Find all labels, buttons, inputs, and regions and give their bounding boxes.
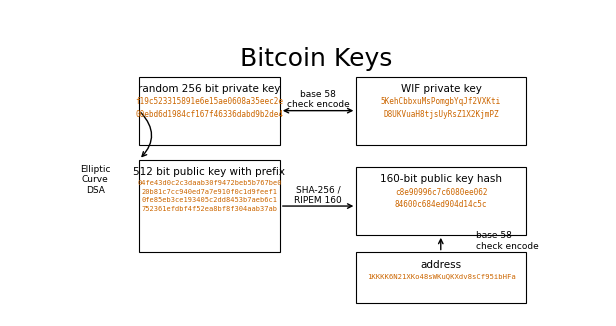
Text: random 256 bit private key: random 256 bit private key (138, 84, 281, 94)
Text: 5KehCbbxuMsPomgbYqJf2VXKti
D8UKVuaH8tjsUyRsZ1X2KjmPZ: 5KehCbbxuMsPomgbYqJf2VXKti D8UKVuaH8tjsU… (381, 97, 501, 119)
Text: f19c523315891e6e15ae0608a35eec2e
00ebd6d1984cf167f46336dabd9b2de4: f19c523315891e6e15ae0608a35eec2e 00ebd6d… (136, 97, 283, 119)
Text: 1KKKK6N21XKo48sWKuQKXdv8sCf95ibHFa: 1KKKK6N21XKo48sWKuQKXdv8sCf95ibHFa (367, 273, 516, 279)
Text: base 58
check encode: base 58 check encode (286, 90, 349, 110)
Text: c8e90996c7c6080ee062
84600c684ed904d14c5c: c8e90996c7c6080ee062 84600c684ed904d14c5… (395, 188, 487, 209)
Text: Elliptic
Curve
DSA: Elliptic Curve DSA (80, 165, 110, 195)
Text: 04fe43d0c2c3daab30f9472beb5b767be0
20b81c7cc940ed7a7e910f0c1d9feef1
0fe85eb3ce19: 04fe43d0c2c3daab30f9472beb5b767be0 20b81… (137, 180, 282, 212)
Text: 512 bit public key with prefix: 512 bit public key with prefix (134, 167, 285, 177)
FancyBboxPatch shape (139, 77, 280, 144)
Text: SHA-256 /
RIPEM 160: SHA-256 / RIPEM 160 (294, 185, 342, 205)
Text: WIF private key: WIF private key (400, 84, 482, 94)
Text: Bitcoin Keys: Bitcoin Keys (240, 47, 392, 71)
FancyBboxPatch shape (356, 77, 526, 144)
Text: address: address (421, 259, 461, 270)
FancyBboxPatch shape (356, 252, 526, 303)
Text: 160-bit public key hash: 160-bit public key hash (380, 174, 502, 184)
FancyBboxPatch shape (356, 167, 526, 235)
FancyBboxPatch shape (139, 160, 280, 252)
Text: base 58
check encode: base 58 check encode (476, 231, 538, 251)
